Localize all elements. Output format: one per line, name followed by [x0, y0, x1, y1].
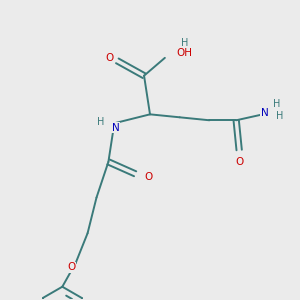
Text: O: O: [67, 262, 75, 272]
Text: O: O: [144, 172, 152, 182]
Text: H: H: [276, 111, 283, 121]
Text: H: H: [181, 38, 189, 48]
Text: N: N: [112, 123, 120, 133]
Text: OH: OH: [177, 48, 193, 59]
Text: O: O: [106, 53, 114, 63]
Text: O: O: [235, 157, 243, 167]
Text: N: N: [261, 108, 268, 118]
Text: H: H: [97, 117, 104, 127]
Text: H: H: [273, 99, 280, 109]
